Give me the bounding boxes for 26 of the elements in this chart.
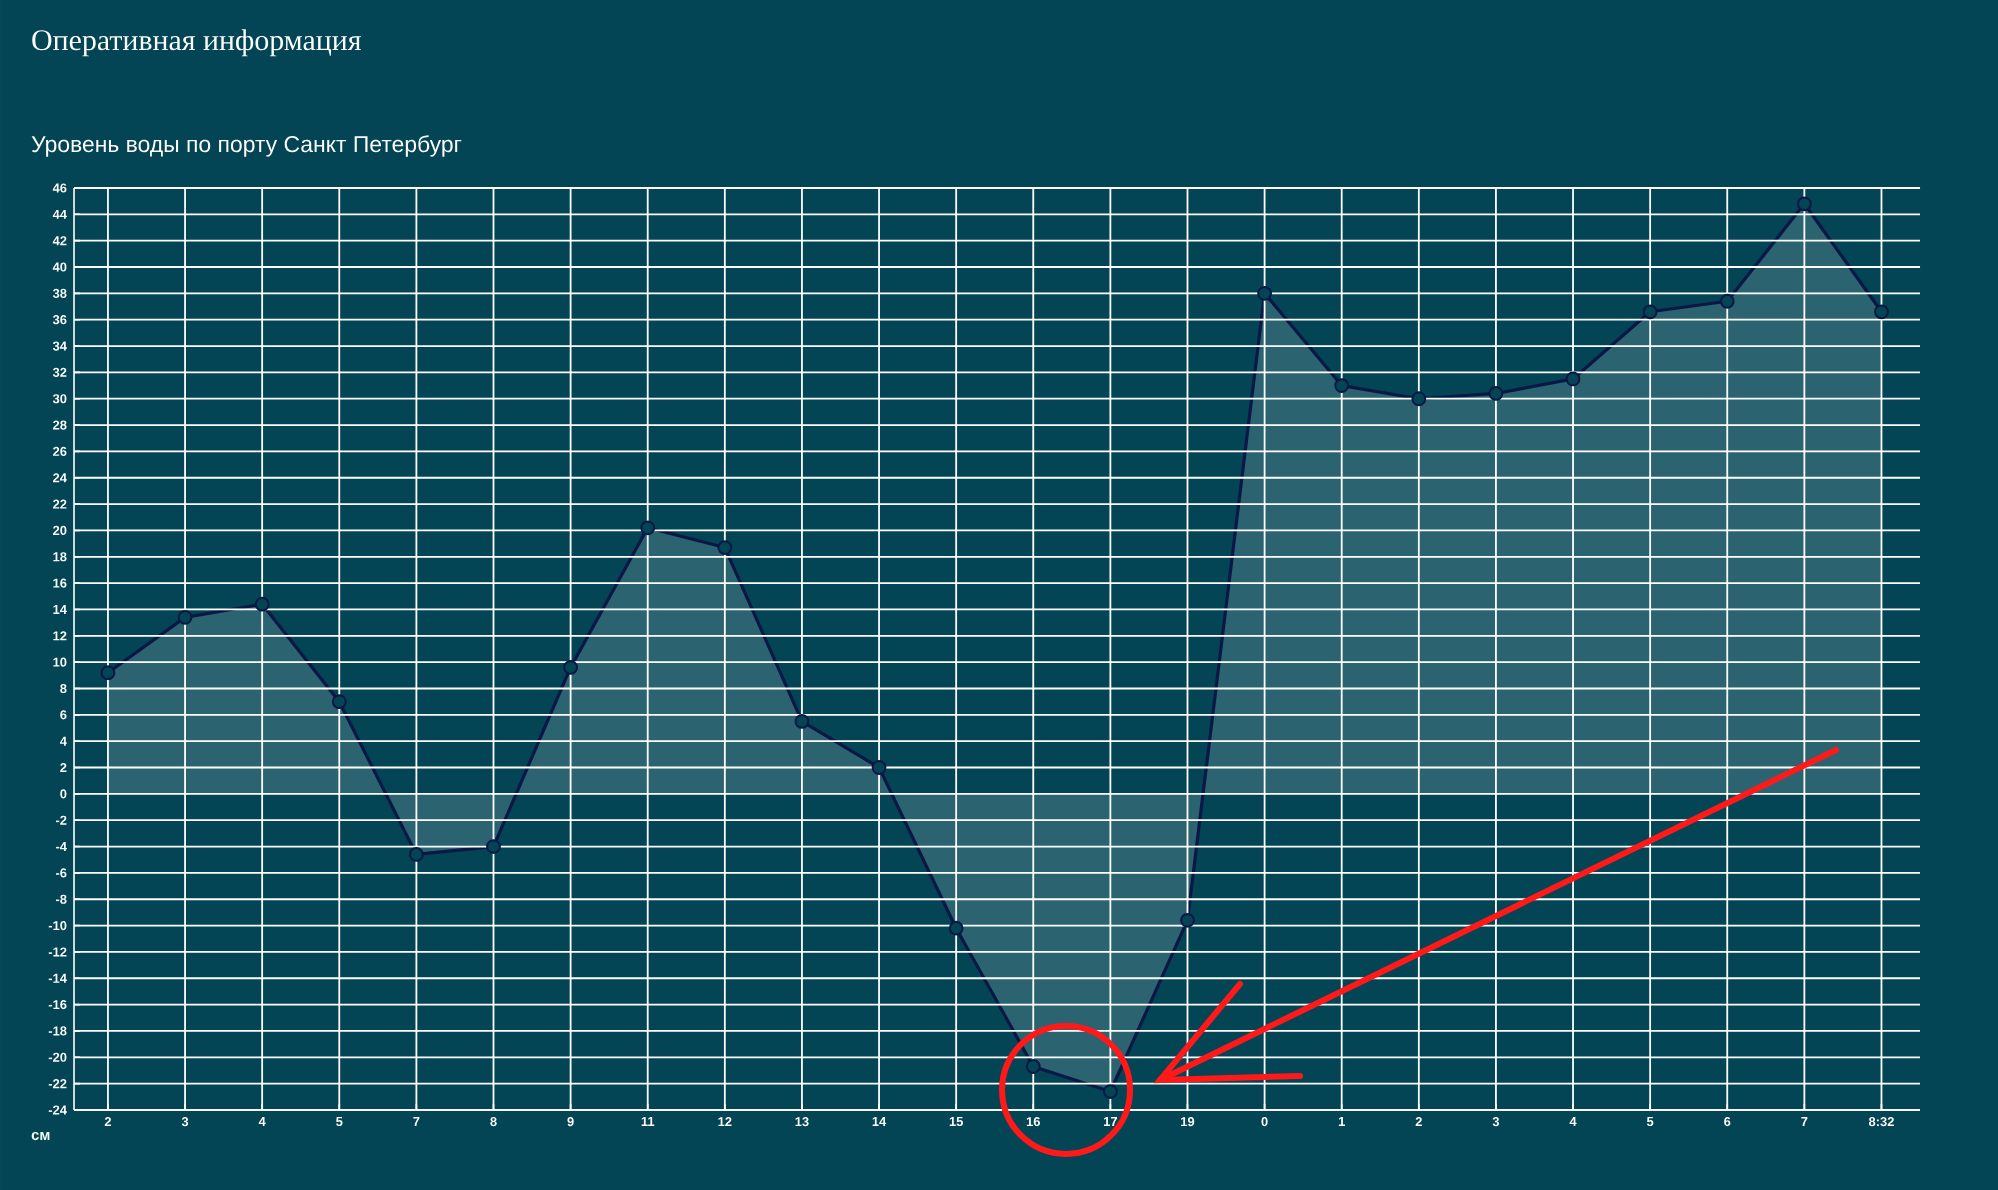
point (871, 760, 887, 775)
point (254, 596, 270, 612)
point (1642, 304, 1658, 320)
point (331, 694, 347, 710)
point (1565, 371, 1581, 387)
point (408, 847, 424, 862)
point (100, 665, 116, 681)
point (640, 520, 656, 536)
point (486, 839, 501, 854)
point (1411, 391, 1427, 407)
point (1874, 304, 1889, 320)
point (1180, 912, 1195, 928)
point (563, 660, 579, 675)
point (177, 609, 193, 625)
chart-title: Оперативная информация (32, 29, 361, 57)
point (1334, 378, 1350, 393)
chart-subtitle: Уровень воды по порту Санкт Петербург (31, 135, 462, 157)
point (717, 540, 733, 555)
point (794, 714, 810, 729)
point (1257, 285, 1272, 301)
point (948, 920, 964, 936)
point (1488, 386, 1504, 401)
point (1796, 196, 1812, 212)
point (1025, 1059, 1041, 1074)
point (1719, 293, 1735, 309)
point (1102, 1084, 1118, 1099)
